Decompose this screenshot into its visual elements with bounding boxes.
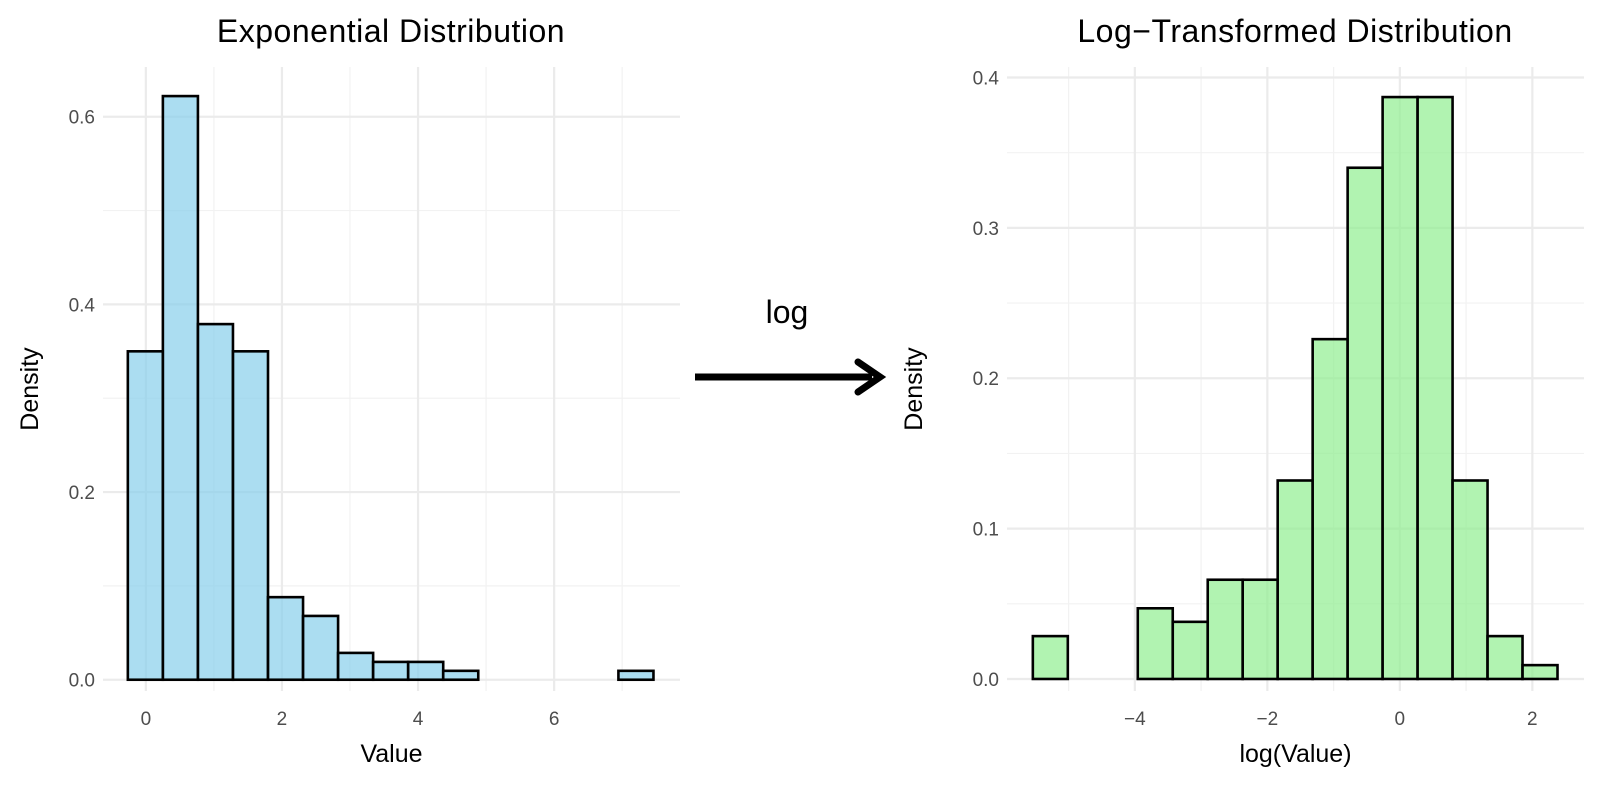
y-tick-label: 0.6 xyxy=(69,108,95,129)
y-axis-title: Density xyxy=(16,347,44,431)
y-tick-label: 0.4 xyxy=(973,69,1000,90)
chart-title: Exponential Distribution xyxy=(217,13,565,49)
histogram-bar xyxy=(1486,634,1524,681)
x-tick-label: 0 xyxy=(1395,709,1406,730)
x-axis-title: log(Value) xyxy=(1239,740,1351,768)
x-axis-title: Value xyxy=(360,740,422,768)
histogram-bar xyxy=(617,669,655,682)
histogram-bar xyxy=(301,614,340,682)
x-tick-label: −4 xyxy=(1124,709,1146,730)
y-tick-label: 0.0 xyxy=(69,671,95,692)
chart-title: Log−Transformed Distribution xyxy=(1077,13,1512,49)
y-tick-label: 0.3 xyxy=(973,219,999,240)
y-tick-label: 0.1 xyxy=(973,520,999,541)
x-tick-label: 2 xyxy=(277,709,288,730)
histogram-bar xyxy=(1311,337,1349,681)
histogram-bar xyxy=(266,595,305,682)
histogram-bar xyxy=(231,350,270,682)
log-histogram: −4 −2 0 2 0.0 0.1 0.2 0.3 0.4 Log−Transformed Dis… xyxy=(900,13,1584,768)
histogram-bar xyxy=(126,350,165,682)
histogram-bar xyxy=(1381,95,1419,681)
x-tick-label: −2 xyxy=(1257,709,1279,730)
y-tick-label: 0.2 xyxy=(973,369,999,390)
y-axis-title: Density xyxy=(900,347,928,431)
histogram-bar xyxy=(1136,607,1175,681)
histogram-bar xyxy=(196,322,235,682)
histogram-bar xyxy=(1276,479,1314,681)
histogram-bar xyxy=(371,660,410,682)
histogram-bar xyxy=(1171,620,1210,681)
x-tick-label: 2 xyxy=(1527,709,1538,730)
histogram-bar xyxy=(161,94,200,682)
y-tick-label: 0.2 xyxy=(69,483,95,504)
y-tick-label: 0.0 xyxy=(973,670,999,691)
histogram-bar xyxy=(406,660,445,682)
x-tick-label: 6 xyxy=(549,709,560,730)
arrow-head-icon xyxy=(854,358,887,396)
histogram-bar xyxy=(1416,95,1454,681)
histogram-bar xyxy=(1521,663,1559,681)
histogram-bar xyxy=(1451,479,1489,681)
histogram-bar xyxy=(1031,634,1070,681)
histogram-bar xyxy=(1346,166,1384,681)
histogram-bar xyxy=(336,651,375,682)
histogram-bar xyxy=(1241,578,1279,681)
x-tick-label: 0 xyxy=(141,709,152,730)
arrow-label: log xyxy=(766,294,809,330)
x-tick-label: 4 xyxy=(413,709,424,730)
exponential-histogram: 0 2 4 6 0.0 0.2 0.4 0.6 Exponential Distribution… xyxy=(16,13,680,768)
histogram-bar xyxy=(441,669,480,682)
y-tick-label: 0.4 xyxy=(69,295,96,316)
histogram-bar xyxy=(1206,578,1245,681)
transform-arrow: log xyxy=(695,294,887,396)
